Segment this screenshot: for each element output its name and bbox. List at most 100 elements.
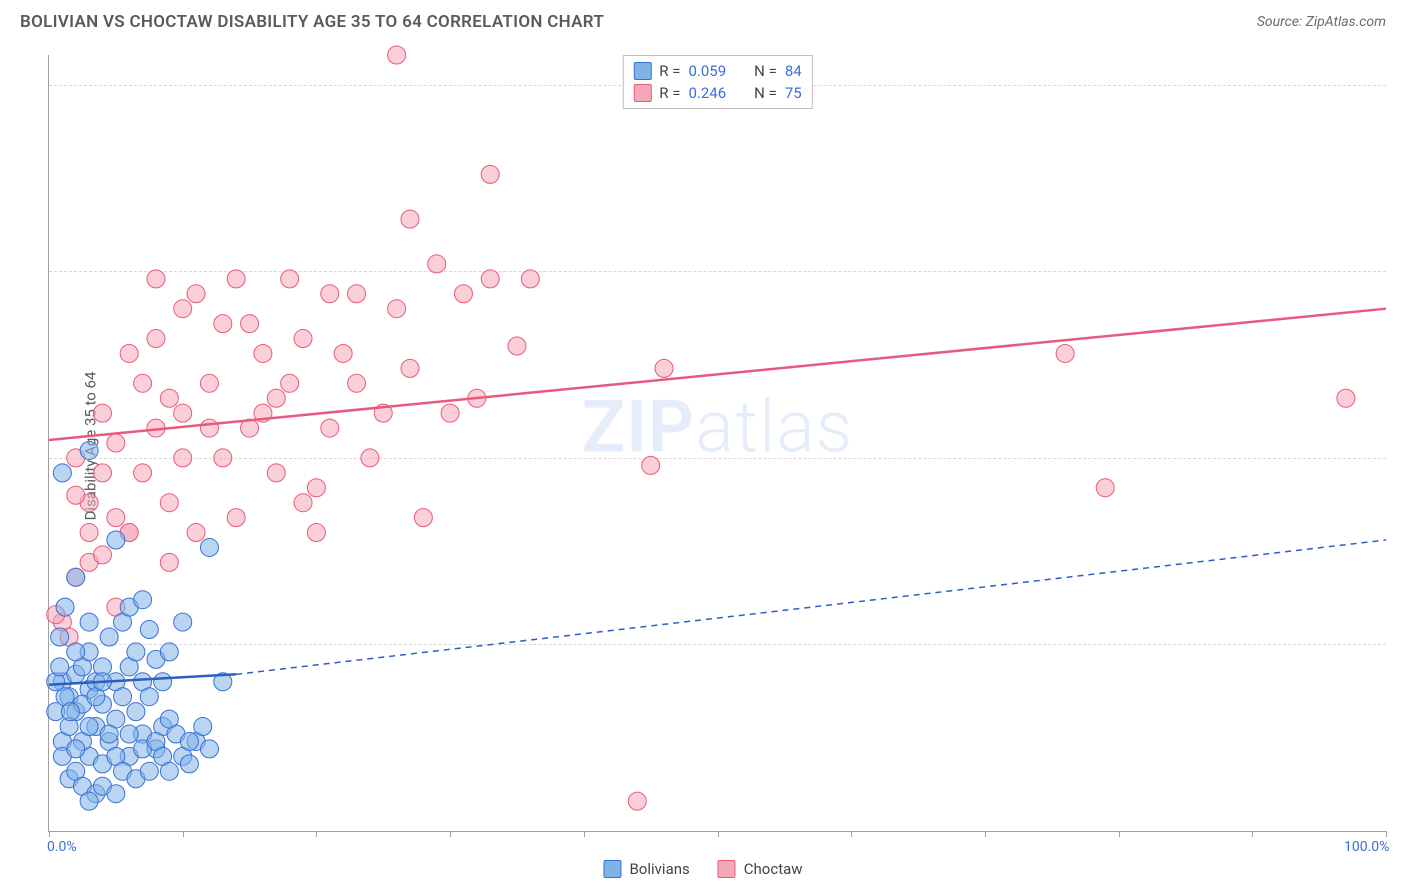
scatter-point	[254, 344, 272, 362]
scatter-point	[361, 449, 379, 467]
x-tick	[450, 831, 451, 837]
scatter-point	[56, 598, 74, 616]
legend-row-series2: R = 0.246 N = 75	[633, 82, 801, 104]
x-tick	[985, 831, 986, 837]
scatter-point	[134, 374, 152, 392]
scatter-point	[348, 285, 366, 303]
scatter-point	[401, 359, 419, 377]
scatter-point	[642, 456, 660, 474]
scatter-point	[51, 628, 69, 646]
scatter-point	[321, 419, 339, 437]
x-tick	[1119, 831, 1120, 837]
scatter-point	[61, 703, 79, 721]
scatter-point	[53, 464, 71, 482]
scatter-point	[307, 479, 325, 497]
chart-source: Source: ZipAtlas.com	[1257, 14, 1386, 30]
legend-swatch-bolivians	[603, 860, 621, 878]
scatter-point	[227, 509, 245, 527]
scatter-point	[655, 359, 673, 377]
scatter-point	[51, 658, 69, 676]
r-value-series1: 0.059	[688, 62, 726, 80]
scatter-point	[321, 285, 339, 303]
scatter-point	[80, 792, 98, 810]
scatter-point	[114, 688, 132, 706]
scatter-point	[521, 270, 539, 288]
scatter-point	[140, 621, 158, 639]
scatter-point	[160, 494, 178, 512]
scatter-point	[127, 643, 145, 661]
scatter-point	[80, 718, 98, 736]
scatter-point	[334, 344, 352, 362]
scatter-point	[227, 270, 245, 288]
x-tick	[49, 831, 50, 837]
scatter-point	[628, 792, 646, 810]
legend-item-series2: Choctaw	[718, 860, 803, 878]
scatter-point	[134, 591, 152, 609]
scatter-point	[107, 434, 125, 452]
legend-label-bolivians: Bolivians	[629, 860, 689, 878]
y-tick-label: 12.5%	[1396, 636, 1406, 652]
scatter-point	[1096, 479, 1114, 497]
scatter-point	[1056, 344, 1074, 362]
scatter-point	[93, 546, 111, 564]
scatter-point	[388, 300, 406, 318]
scatter-point	[160, 710, 178, 728]
x-tick	[1252, 831, 1253, 837]
scatter-point	[388, 46, 406, 64]
scatter-point	[187, 285, 205, 303]
scatter-point	[80, 441, 98, 459]
scatter-point	[267, 389, 285, 407]
x-tick	[183, 831, 184, 837]
scatter-point	[200, 538, 218, 556]
scatter-point	[241, 315, 259, 333]
scatter-point	[281, 374, 299, 392]
scatter-point	[194, 718, 212, 736]
scatter-point	[307, 524, 325, 542]
legend-swatch-series2	[633, 84, 651, 102]
chart-title: BOLIVIAN VS CHOCTAW DISABILITY AGE 35 TO…	[20, 12, 604, 32]
scatter-point	[80, 524, 98, 542]
scatter-point	[267, 464, 285, 482]
scatter-point	[281, 270, 299, 288]
scatter-point	[294, 330, 312, 348]
scatter-point	[154, 673, 172, 691]
scatter-point	[428, 255, 446, 273]
scatter-point	[214, 315, 232, 333]
scatter-point	[1337, 389, 1355, 407]
scatter-point	[160, 762, 178, 780]
scatter-point	[67, 643, 85, 661]
scatter-point	[174, 449, 192, 467]
scatter-point	[107, 509, 125, 527]
scatter-point	[294, 494, 312, 512]
scatter-point	[93, 464, 111, 482]
scatter-point	[100, 725, 118, 743]
r-value-series2: 0.246	[688, 84, 726, 102]
scatter-point	[160, 643, 178, 661]
scatter-point	[174, 404, 192, 422]
scatter-point	[80, 613, 98, 631]
x-tick	[851, 831, 852, 837]
scatter-point	[140, 688, 158, 706]
n-value-series2: 75	[785, 84, 802, 102]
scatter-point	[120, 344, 138, 362]
scatter-point	[67, 568, 85, 586]
scatter-point	[174, 613, 192, 631]
legend-correlation-box: R = 0.059 N = 84 R = 0.246 N = 75	[622, 55, 812, 109]
x-tick	[1386, 831, 1387, 837]
scatter-point	[67, 486, 85, 504]
legend-swatch-choctaw	[718, 860, 736, 878]
scatter-point	[441, 404, 459, 422]
scatter-plot-svg	[49, 55, 1386, 831]
scatter-point	[481, 165, 499, 183]
scatter-point	[120, 725, 138, 743]
scatter-point	[147, 330, 165, 348]
scatter-point	[107, 785, 125, 803]
scatter-point	[147, 270, 165, 288]
scatter-point	[187, 524, 205, 542]
y-tick-label: 37.5%	[1396, 263, 1406, 279]
legend-swatch-series1	[633, 62, 651, 80]
scatter-point	[160, 553, 178, 571]
trend-line	[236, 540, 1386, 674]
legend-item-series1: Bolivians	[603, 860, 689, 878]
scatter-point	[214, 449, 232, 467]
